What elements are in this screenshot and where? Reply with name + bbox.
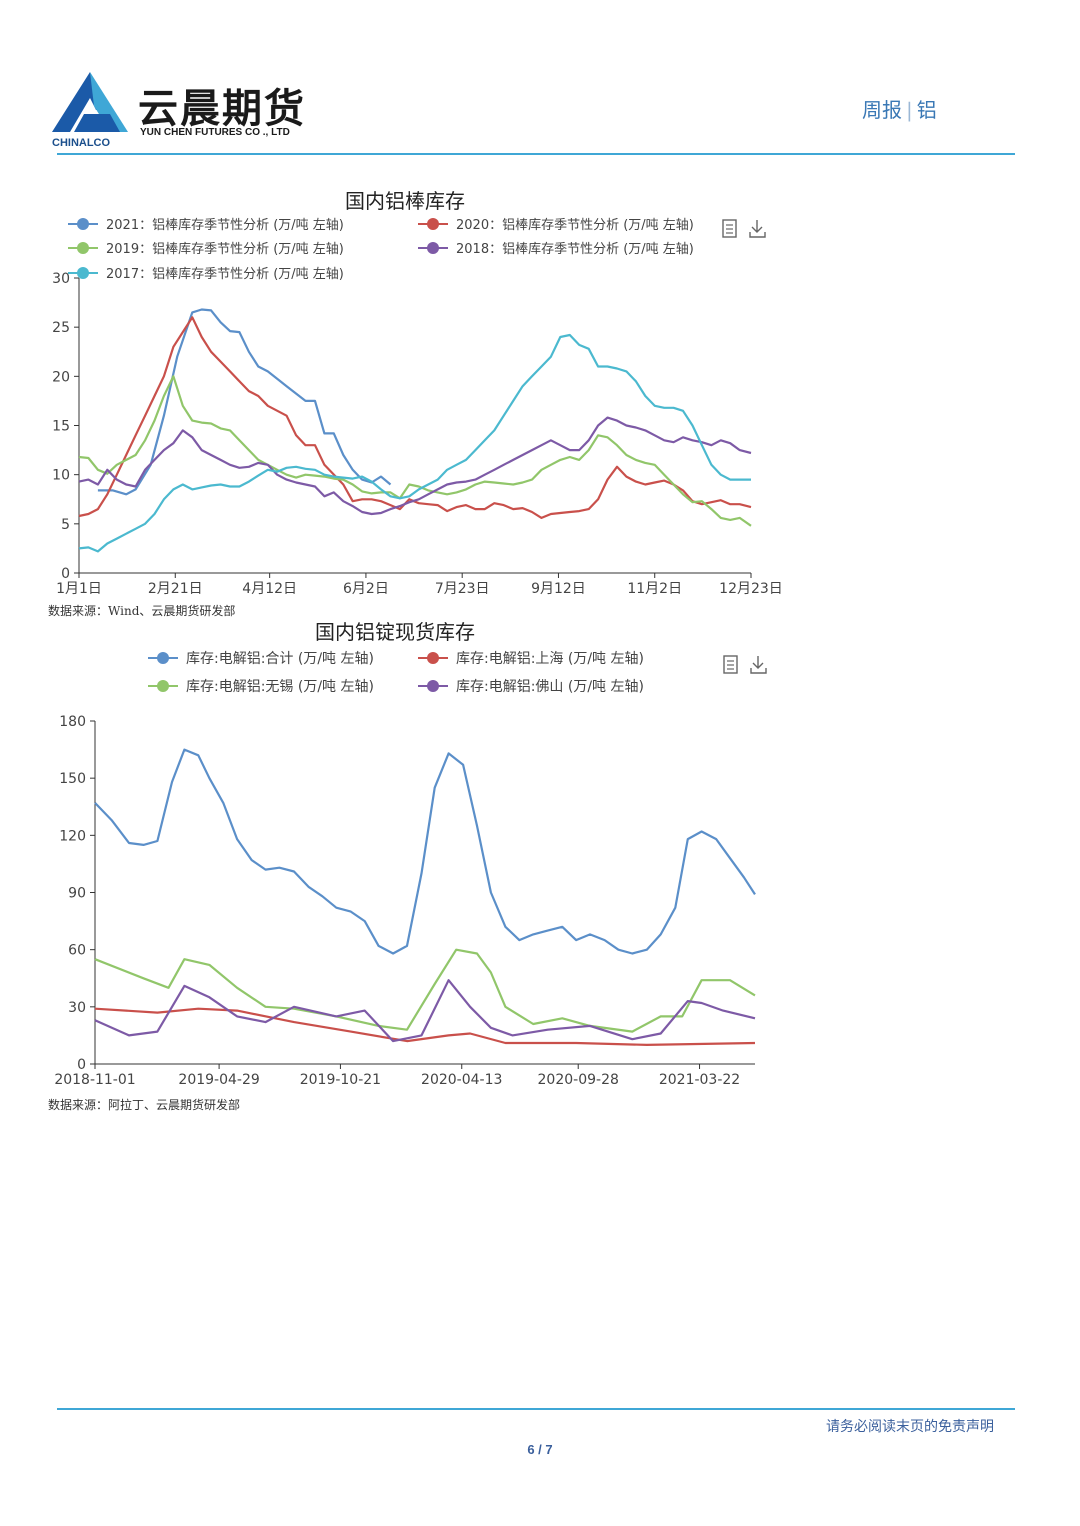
legend-item[interactable]: 2019：铝棒库存季节性分析 (万/吨 左轴)	[68, 241, 344, 257]
report-type: 周报	[862, 98, 902, 122]
x-tick-label: 2月21日	[148, 581, 203, 597]
page-header: CHINALCO 云晨期货 YUN CHEN FUTURES CO ., LTD…	[0, 0, 1080, 160]
y-tick-label: 5	[61, 517, 70, 533]
legend-marker	[427, 242, 439, 254]
legend-marker	[157, 680, 169, 692]
report-tag-separator: |	[906, 98, 913, 122]
header-rule	[57, 153, 1015, 155]
download-icon-path	[749, 220, 766, 238]
series-line	[94, 1007, 756, 1046]
legend-item[interactable]: 库存:电解铝:无锡 (万/吨 左轴)	[148, 679, 374, 695]
legend-marker	[427, 680, 439, 692]
y-tick-label: 30	[68, 1000, 86, 1016]
legend-item[interactable]: 库存:电解铝:佛山 (万/吨 左轴)	[418, 679, 644, 695]
download-icon[interactable]	[750, 656, 767, 674]
chart1-source: 数据来源：Wind、云晨期货研发部	[48, 604, 236, 618]
y-tick-label: 10	[52, 468, 70, 484]
chinalco-logo	[52, 72, 128, 132]
legend-label: 2021：铝棒库存季节性分析 (万/吨 左轴)	[106, 217, 344, 233]
y-tick-label: 90	[68, 886, 86, 902]
y-tick-label: 20	[52, 369, 70, 385]
series-line	[78, 316, 752, 519]
legend-label: 2018：铝棒库存季节性分析 (万/吨 左轴)	[456, 241, 694, 257]
data-view-icon-frame	[723, 655, 738, 674]
brand-sub: CHINALCO	[52, 137, 111, 149]
page-number: 6 / 7	[527, 1442, 553, 1457]
series-line	[97, 308, 392, 496]
download-icon-path	[750, 656, 767, 674]
legend-marker	[157, 652, 169, 664]
x-tick-label: 11月2日	[627, 581, 682, 597]
legend-item[interactable]: 2018：铝棒库存季节性分析 (万/吨 左轴)	[418, 241, 694, 257]
data-view-icon-frame	[722, 219, 737, 238]
legend-label: 2017：铝棒库存季节性分析 (万/吨 左轴)	[106, 266, 344, 282]
logo-triangle-left	[52, 72, 102, 132]
brand-name-en: YUN CHEN FUTURES CO ., LTD	[140, 127, 290, 138]
legend-marker	[77, 218, 89, 230]
y-tick-label: 60	[68, 943, 86, 959]
legend-label: 库存:电解铝:合计 (万/吨 左轴)	[186, 651, 374, 667]
logo-triangle-right	[90, 72, 128, 132]
chart-title: 国内铝棒库存	[345, 189, 465, 213]
chart-title: 国内铝锭现货库存	[315, 620, 475, 644]
x-tick-label: 12月23日	[719, 581, 783, 597]
x-tick-label: 2019-10-21	[300, 1072, 381, 1088]
series-line	[78, 375, 752, 527]
x-tick-label: 2020-09-28	[538, 1072, 619, 1088]
y-tick-label: 180	[59, 714, 86, 730]
x-tick-label: 1月1日	[56, 581, 102, 597]
series-line	[94, 748, 756, 955]
y-tick-label: 0	[61, 566, 70, 582]
x-tick-label: 2020-04-13	[421, 1072, 502, 1088]
series-line	[94, 948, 756, 1033]
report-tag: 周报 | 铝	[862, 94, 937, 123]
legend-label: 库存:电解铝:无锡 (万/吨 左轴)	[186, 679, 374, 695]
chart2-source: 数据来源：阿拉丁、云晨期货研发部	[48, 1098, 241, 1112]
legend-marker	[77, 267, 89, 279]
report-subject: 铝	[916, 98, 937, 122]
series-line	[78, 416, 752, 516]
legend-label: 库存:电解铝:上海 (万/吨 左轴)	[456, 651, 644, 667]
series-line	[94, 979, 756, 1043]
legend-marker	[77, 242, 89, 254]
legend-label: 2020：铝棒库存季节性分析 (万/吨 左轴)	[456, 217, 694, 233]
y-tick-label: 0	[77, 1057, 86, 1073]
y-tick-label: 150	[59, 771, 86, 787]
x-tick-label: 7月23日	[435, 581, 490, 597]
x-tick-label: 9月12日	[531, 581, 586, 597]
download-icon[interactable]	[749, 220, 766, 238]
legend-item[interactable]: 2017：铝棒库存季节性分析 (万/吨 左轴)	[68, 266, 344, 282]
data-view-icon[interactable]	[722, 219, 737, 238]
logo-base	[74, 114, 120, 132]
y-tick-label: 30	[52, 271, 70, 287]
legend-label: 库存:电解铝:佛山 (万/吨 左轴)	[456, 679, 644, 695]
legend-label: 2019：铝棒库存季节性分析 (万/吨 左轴)	[106, 241, 344, 257]
disclaimer: 请务必阅读末页的免责声明	[826, 1419, 994, 1435]
x-tick-label: 2019-04-29	[178, 1072, 259, 1088]
y-tick-label: 25	[52, 320, 70, 336]
y-tick-label: 15	[52, 419, 70, 435]
x-tick-label: 4月12日	[242, 581, 297, 597]
legend-marker	[427, 218, 439, 230]
legend-item[interactable]: 库存:电解铝:合计 (万/吨 左轴)	[148, 651, 374, 667]
legend-marker	[427, 652, 439, 664]
data-view-icon[interactable]	[723, 655, 738, 674]
series-line	[78, 333, 751, 553]
brand-name-cn: 云晨期货	[138, 86, 306, 132]
legend-item[interactable]: 库存:电解铝:上海 (万/吨 左轴)	[418, 651, 644, 667]
legend-item[interactable]: 2020：铝棒库存季节性分析 (万/吨 左轴)	[418, 217, 694, 233]
x-tick-label: 2021-03-22	[659, 1072, 740, 1088]
y-tick-label: 120	[59, 828, 86, 844]
legend-item[interactable]: 2021：铝棒库存季节性分析 (万/吨 左轴)	[68, 217, 344, 233]
x-tick-label: 2018-11-01	[54, 1072, 135, 1088]
x-tick-label: 6月2日	[343, 581, 389, 597]
footer-rule	[57, 1408, 1015, 1410]
